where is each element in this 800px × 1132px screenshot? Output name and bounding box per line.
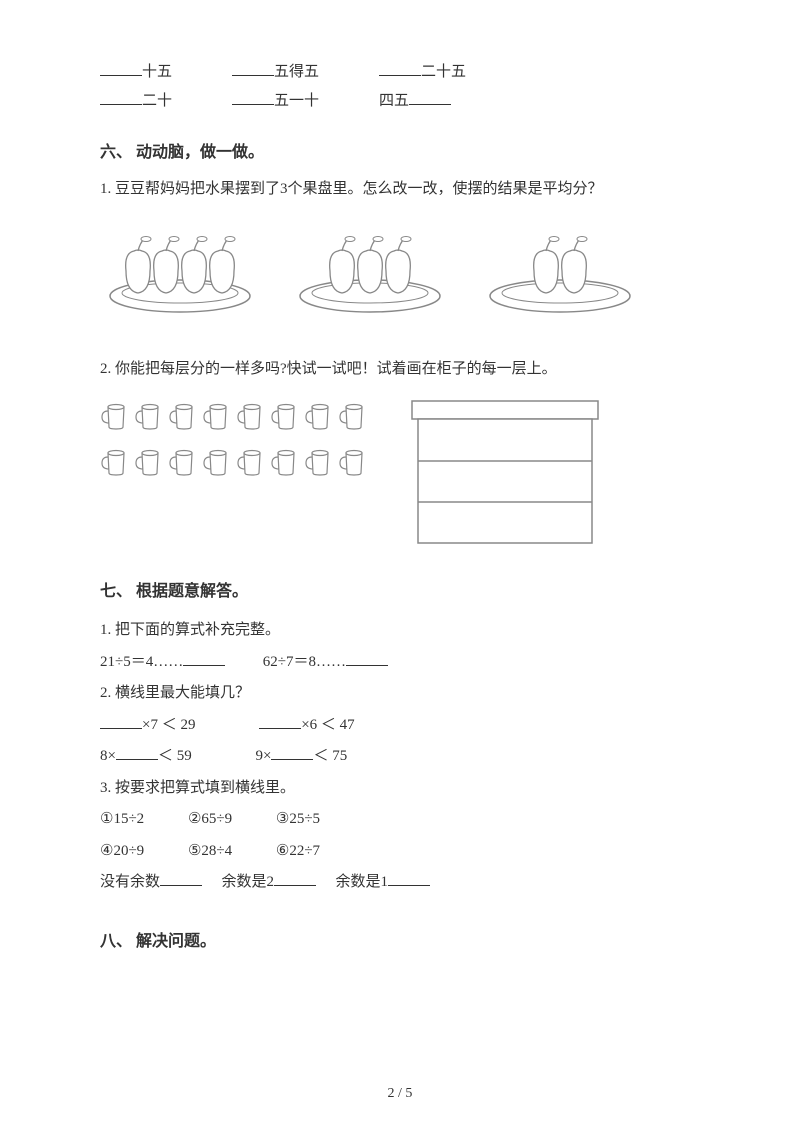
- cup-icon: [338, 399, 370, 433]
- cup-icon: [236, 399, 268, 433]
- cup-icon: [270, 445, 302, 479]
- s7-q3-label: 3. 按要求把算式填到横线里。: [100, 773, 700, 805]
- section-6-q2: 2. 你能把每层分的一样多吗?快试一试吧！试着画在柜子的每一层上。: [100, 356, 700, 383]
- inequality: ＜ 59: [158, 748, 192, 764]
- answer-label: 余数是2: [222, 874, 275, 890]
- inequality: ×7 ＜ 29: [142, 717, 195, 733]
- blank[interactable]: [100, 713, 142, 729]
- cup-icon: [304, 399, 336, 433]
- s7-q1-items: 21÷5＝4…… 62÷7＝8……: [100, 647, 700, 679]
- s7-q2-label: 2. 横线里最大能填几？: [100, 678, 700, 710]
- shelf-illustration: [410, 399, 600, 549]
- inequality-prefix: 8×: [100, 748, 116, 764]
- option: ⑥22÷7: [276, 843, 320, 859]
- cup-icon: [270, 399, 302, 433]
- blank[interactable]: [388, 870, 430, 886]
- cup-icon: [236, 445, 268, 479]
- s7-q3-answers: 没有余数 余数是2 余数是1: [100, 867, 700, 899]
- s7-q2-row1: ×7 ＜ 29 ×6 ＜ 47: [100, 710, 700, 742]
- cup-icon: [338, 445, 370, 479]
- blank[interactable]: [100, 89, 142, 105]
- plates-row: [100, 221, 700, 316]
- plate-illustration: [100, 221, 260, 316]
- blank[interactable]: [160, 870, 202, 886]
- fill-row-1: 十五 五得五 二十五: [100, 60, 700, 81]
- cup-icon: [202, 445, 234, 479]
- inequality: ×6 ＜ 47: [301, 717, 354, 733]
- cup-icon: [168, 399, 200, 433]
- cup-icon: [202, 399, 234, 433]
- cups-row: [100, 399, 370, 433]
- plate-illustration: [290, 221, 450, 316]
- section-6-heading: 六、 动动脑，做一做。: [100, 138, 700, 162]
- cup-icon: [100, 399, 132, 433]
- cup-icon: [134, 399, 166, 433]
- cup-icon: [100, 445, 132, 479]
- s7-q3-row2: ④20÷9 ⑤28÷4 ⑥22÷7: [100, 836, 700, 868]
- blank[interactable]: [232, 89, 274, 105]
- blank[interactable]: [100, 60, 142, 76]
- page-number: 2 / 5: [0, 1086, 800, 1102]
- inequality-prefix: 9×: [255, 748, 271, 764]
- blank[interactable]: [183, 650, 225, 666]
- blank-suffix: 五得五: [274, 60, 319, 81]
- blank[interactable]: [379, 60, 421, 76]
- inequality: ＜ 75: [313, 748, 347, 764]
- blank[interactable]: [271, 744, 313, 760]
- fill-row-2: 二十 五一十 四五: [100, 89, 700, 110]
- blank[interactable]: [409, 89, 451, 105]
- cup-icon: [304, 445, 336, 479]
- cup-icon: [168, 445, 200, 479]
- blank-prefix: 四五: [379, 89, 409, 110]
- answer-label: 没有余数: [100, 874, 160, 890]
- option: ④20÷9: [100, 843, 144, 859]
- section-8-heading: 八、 解决问题。: [100, 927, 700, 951]
- section-6-q1: 1. 豆豆帮妈妈把水果摆到了3个果盘里。怎么改一改，使摆的结果是平均分？: [100, 176, 700, 203]
- s7-q3-row1: ①15÷2 ②65÷9 ③25÷5: [100, 804, 700, 836]
- option: ①15÷2: [100, 811, 144, 827]
- plate-illustration: [480, 221, 640, 316]
- option: ②65÷9: [188, 811, 232, 827]
- cups-column: [100, 399, 370, 479]
- q2-layout: [100, 399, 700, 549]
- blank[interactable]: [259, 713, 301, 729]
- blank-suffix: 五一十: [274, 89, 319, 110]
- blank[interactable]: [346, 650, 388, 666]
- blank[interactable]: [274, 870, 316, 886]
- option: ③25÷5: [276, 811, 320, 827]
- equation: 21÷5＝4……: [100, 654, 183, 670]
- cup-icon: [134, 445, 166, 479]
- cups-row: [100, 445, 370, 479]
- answer-label: 余数是1: [336, 874, 389, 890]
- option: ⑤28÷4: [188, 843, 232, 859]
- blank[interactable]: [232, 60, 274, 76]
- blank-suffix: 二十: [142, 89, 172, 110]
- blank-suffix: 十五: [142, 60, 172, 81]
- blank-suffix: 二十五: [421, 60, 466, 81]
- section-7-heading: 七、 根据题意解答。: [100, 577, 700, 601]
- equation: 62÷7＝8……: [263, 654, 346, 670]
- s7-q1-label: 1. 把下面的算式补充完整。: [100, 615, 700, 647]
- top-fill-blanks: 十五 五得五 二十五 二十 五一十 四五: [100, 60, 700, 110]
- blank[interactable]: [116, 744, 158, 760]
- s7-q2-row2: 8× ＜ 59 9× ＜ 75: [100, 741, 700, 773]
